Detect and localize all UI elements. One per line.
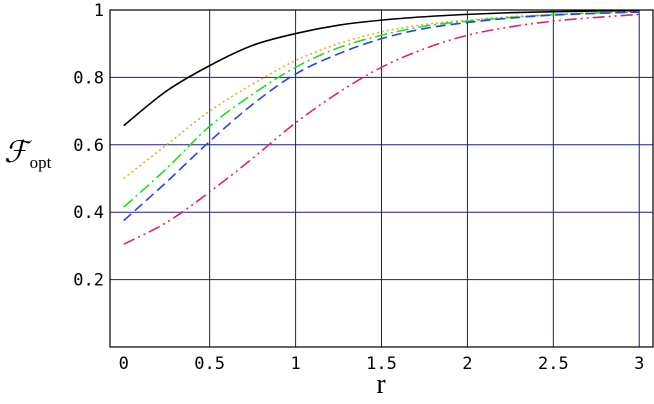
x-tick-label: 1	[290, 354, 300, 374]
series-line-5	[123, 13, 640, 245]
y-tick-label: 0.6	[73, 136, 104, 156]
y-axis-label-subscript: opt	[30, 153, 52, 172]
series-line-3	[123, 11, 640, 208]
y-tick-label: 1	[94, 1, 104, 21]
y-tick-labels: 0.2 0.4 0.6 0.8 1	[73, 1, 104, 291]
x-tick-label: 0.5	[194, 354, 225, 374]
x-tick-label: 2	[462, 354, 472, 374]
y-tick-label: 0.2	[73, 271, 104, 291]
x-tick-labels: 0 0.5 1 1.5 2 2.5 3	[119, 354, 645, 374]
series-line-1	[123, 9, 640, 127]
x-tick-label: 1.5	[366, 354, 397, 374]
plot-frame	[109, 9, 654, 348]
x-tick-label: 2.5	[538, 354, 569, 374]
grid	[110, 10, 653, 347]
x-axis-label: r	[376, 369, 386, 400]
x-tick-label: 3	[634, 354, 644, 374]
series-line-4	[123, 11, 640, 222]
y-tick-label: 0.8	[73, 68, 104, 88]
series-layer	[123, 9, 640, 245]
y-tick-label: 0.4	[73, 203, 104, 223]
x-tick-label: 0	[119, 354, 129, 374]
